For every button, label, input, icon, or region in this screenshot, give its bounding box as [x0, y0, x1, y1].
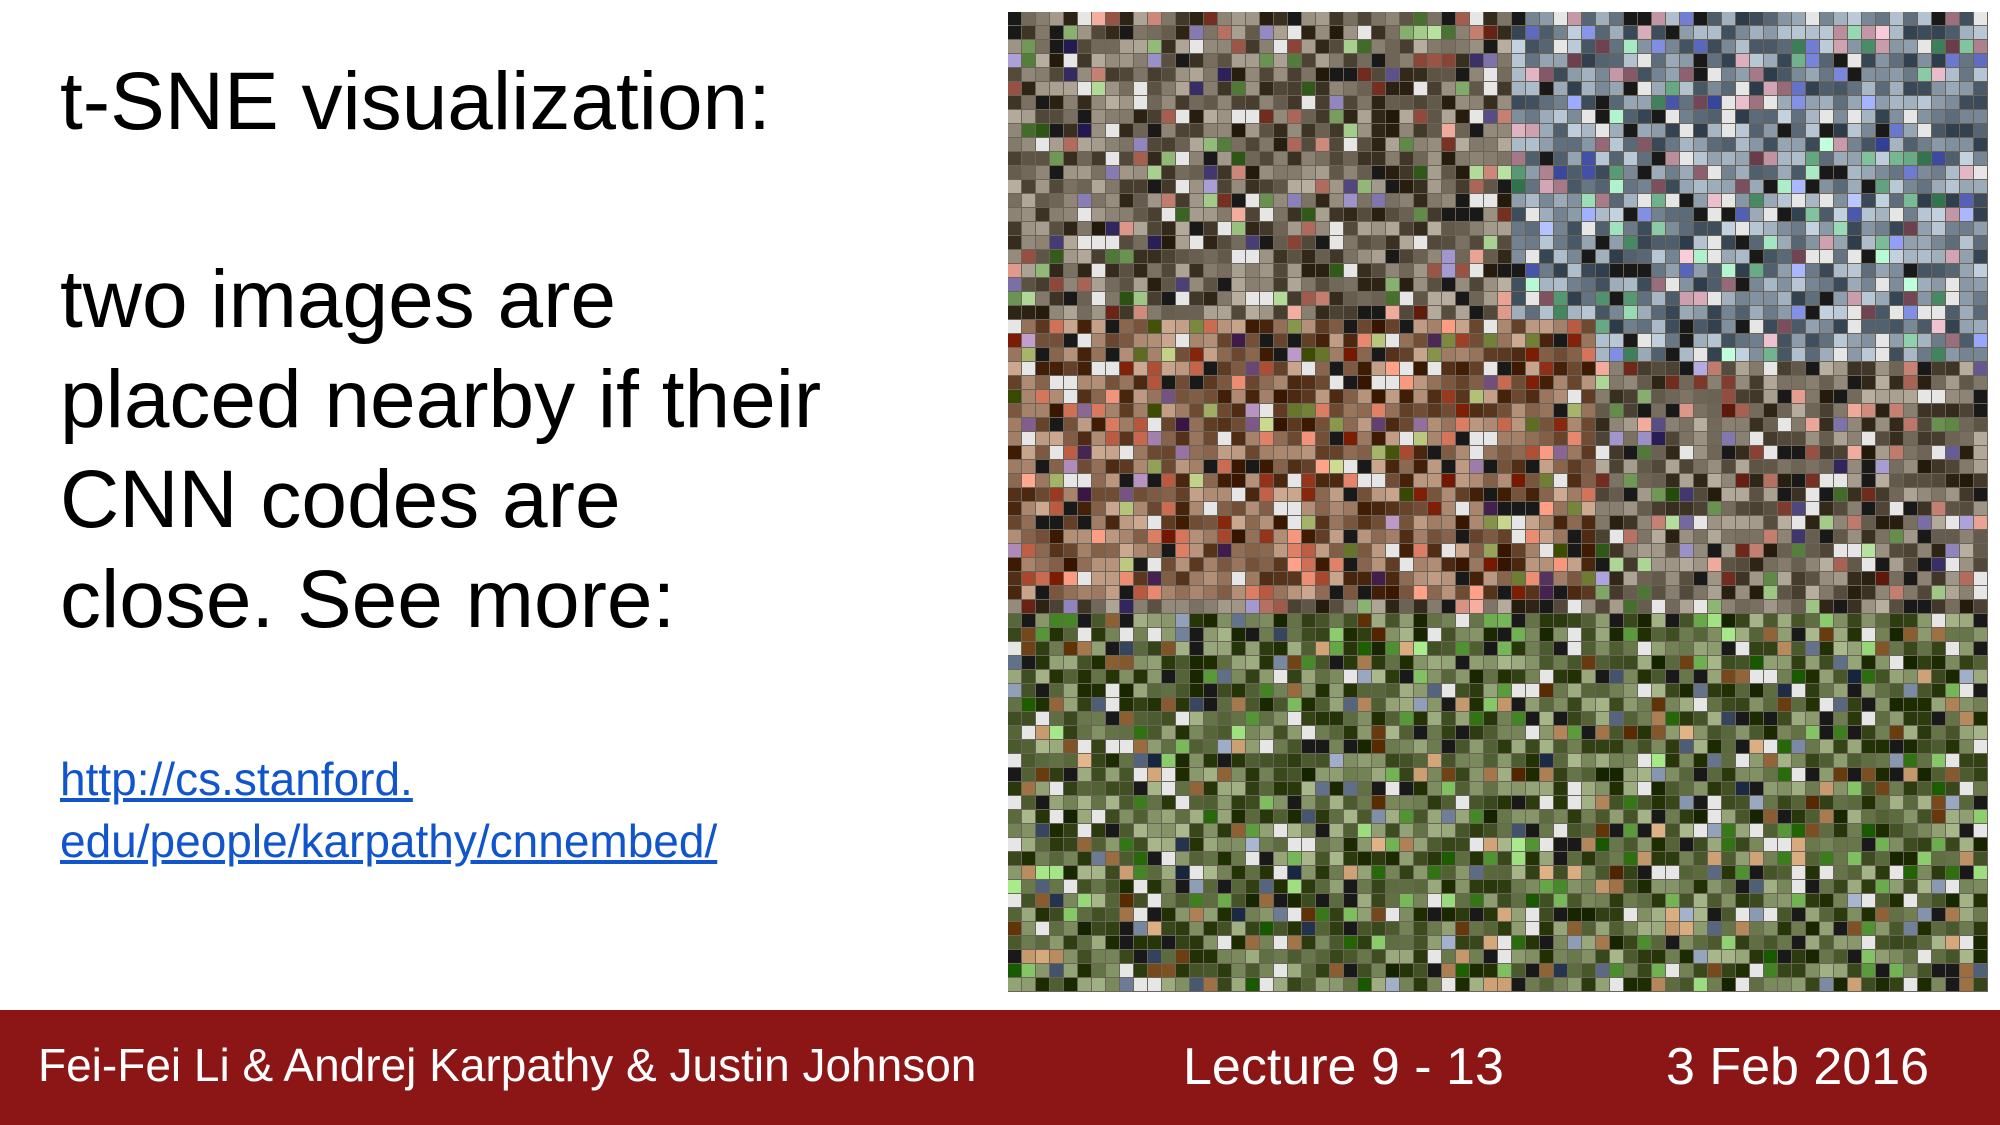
link-line-2[interactable]: edu/people/karpathy/cnnembed/: [60, 815, 718, 867]
link-line-1[interactable]: http://cs.stanford.: [60, 753, 413, 805]
reference-link[interactable]: http://cs.stanford. edu/people/karpathy/…: [60, 748, 717, 872]
footer-date: 3 Feb 2016: [1666, 1038, 1930, 1096]
slide-body: two images are placed nearby if their CN…: [60, 250, 821, 650]
body-line: close. See more:: [60, 554, 676, 645]
footer-bar: Fei-Fei Li & Andrej Karpathy & Justin Jo…: [0, 1010, 2000, 1125]
footer-lecture: Lecture 9 - 13: [1183, 1038, 1504, 1096]
body-line: CNN codes are: [60, 454, 621, 545]
tsne-image-mosaic: [1008, 12, 1988, 992]
body-line: placed nearby if their: [60, 354, 822, 445]
footer-authors: Fei-Fei Li & Andrej Karpathy & Justin Jo…: [38, 1039, 977, 1091]
body-line: two images are: [60, 254, 617, 345]
slide-title: t-SNE visualization:: [60, 56, 771, 147]
